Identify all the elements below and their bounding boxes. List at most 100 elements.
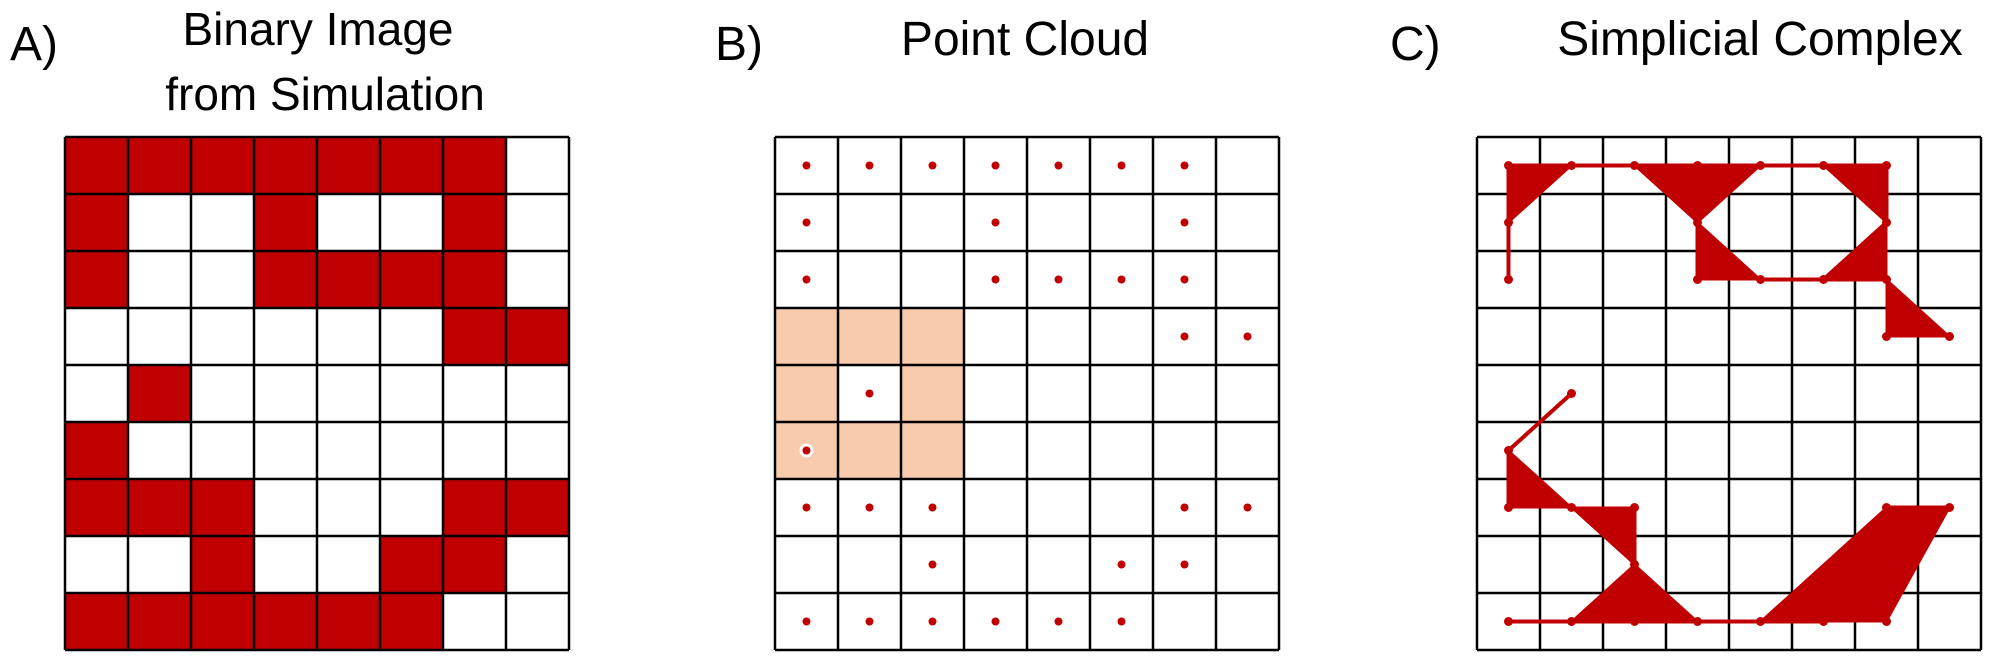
edge-simplex bbox=[1822, 221, 1888, 281]
filled-pixel bbox=[254, 194, 317, 251]
point bbox=[991, 161, 1000, 170]
filled-pixel bbox=[443, 536, 506, 593]
filled-pixel bbox=[65, 422, 128, 479]
point bbox=[1243, 503, 1252, 512]
point bbox=[1117, 161, 1126, 170]
point bbox=[865, 617, 874, 626]
point bbox=[991, 275, 1000, 284]
vertex bbox=[1567, 161, 1576, 170]
point bbox=[928, 617, 937, 626]
panel-c-letter: C) bbox=[1390, 18, 1441, 71]
filled-pixel bbox=[128, 137, 191, 194]
panel-a-title-line-2: from Simulation bbox=[165, 68, 485, 120]
filled-pixel bbox=[317, 137, 380, 194]
filled-pixel bbox=[380, 137, 443, 194]
filled-pixel bbox=[506, 479, 569, 536]
vertex bbox=[1756, 161, 1765, 170]
point bbox=[1117, 617, 1126, 626]
point bbox=[802, 275, 811, 284]
filled-pixel bbox=[65, 251, 128, 308]
vertex bbox=[1882, 275, 1891, 284]
filled-pixel bbox=[380, 251, 443, 308]
vertex bbox=[1567, 389, 1576, 398]
vertex bbox=[1693, 617, 1702, 626]
point bbox=[802, 161, 811, 170]
filled-pixel bbox=[506, 308, 569, 365]
point bbox=[802, 617, 811, 626]
point bbox=[865, 503, 874, 512]
vertex bbox=[1882, 218, 1891, 227]
vertex bbox=[1756, 617, 1765, 626]
vertex bbox=[1504, 161, 1513, 170]
vertex bbox=[1504, 218, 1513, 227]
filled-pixel bbox=[191, 536, 254, 593]
vertex bbox=[1756, 275, 1765, 284]
triangle-simplex bbox=[1885, 277, 1953, 338]
filled-pixel bbox=[443, 479, 506, 536]
vertex bbox=[1945, 503, 1954, 512]
filled-pixel bbox=[65, 479, 128, 536]
point bbox=[1180, 218, 1189, 227]
point bbox=[991, 218, 1000, 227]
filled-pixel bbox=[191, 479, 254, 536]
vertex bbox=[1819, 617, 1828, 626]
filled-pixel bbox=[254, 137, 317, 194]
point bbox=[865, 389, 874, 398]
point bbox=[802, 218, 811, 227]
panel-b-title: Point Cloud bbox=[901, 13, 1149, 66]
point bbox=[802, 503, 811, 512]
point bbox=[1054, 161, 1063, 170]
point bbox=[865, 161, 874, 170]
point bbox=[1243, 332, 1252, 341]
filled-pixel bbox=[254, 593, 317, 650]
panel-a-letter: A) bbox=[10, 18, 58, 71]
vertex bbox=[1504, 446, 1513, 455]
filled-pixel bbox=[380, 593, 443, 650]
point bbox=[1180, 560, 1189, 569]
vertex bbox=[1882, 161, 1891, 170]
point bbox=[1054, 617, 1063, 626]
filled-pixel bbox=[65, 593, 128, 650]
vertex bbox=[1630, 161, 1639, 170]
filled-pixel bbox=[128, 365, 191, 422]
filled-pixel bbox=[380, 536, 443, 593]
filled-pixel bbox=[443, 251, 506, 308]
filled-pixel bbox=[191, 137, 254, 194]
neighborhood-cell bbox=[775, 365, 838, 422]
vertex bbox=[1567, 617, 1576, 626]
vertex bbox=[1882, 503, 1891, 512]
point bbox=[1117, 275, 1126, 284]
vertex bbox=[1882, 332, 1891, 341]
vertex bbox=[1693, 218, 1702, 227]
point bbox=[1117, 560, 1126, 569]
filled-pixel bbox=[254, 251, 317, 308]
vertex bbox=[1630, 617, 1639, 626]
vertex bbox=[1504, 503, 1513, 512]
neighborhood-cell bbox=[901, 308, 964, 365]
filled-pixel bbox=[65, 137, 128, 194]
point bbox=[928, 503, 937, 512]
vertex bbox=[1819, 275, 1828, 284]
filled-pixel bbox=[65, 194, 128, 251]
vertex bbox=[1630, 503, 1639, 512]
neighborhood-cell bbox=[775, 308, 838, 365]
point bbox=[1180, 161, 1189, 170]
point bbox=[1180, 503, 1189, 512]
vertex bbox=[1504, 275, 1513, 284]
filled-pixel bbox=[317, 251, 380, 308]
vertex bbox=[1693, 275, 1702, 284]
vertex bbox=[1882, 617, 1891, 626]
filled-pixel bbox=[443, 194, 506, 251]
point bbox=[1054, 275, 1063, 284]
point bbox=[928, 560, 937, 569]
point bbox=[991, 617, 1000, 626]
vertex bbox=[1504, 617, 1513, 626]
neighborhood-cell bbox=[838, 308, 901, 365]
panel-c-simplicial-complex bbox=[1475, 135, 1983, 652]
panel-b-point-cloud bbox=[773, 135, 1281, 652]
filled-pixel bbox=[443, 308, 506, 365]
neighborhood-cell bbox=[838, 422, 901, 479]
panel-a-binary-grid bbox=[63, 135, 571, 652]
vertex bbox=[1567, 503, 1576, 512]
